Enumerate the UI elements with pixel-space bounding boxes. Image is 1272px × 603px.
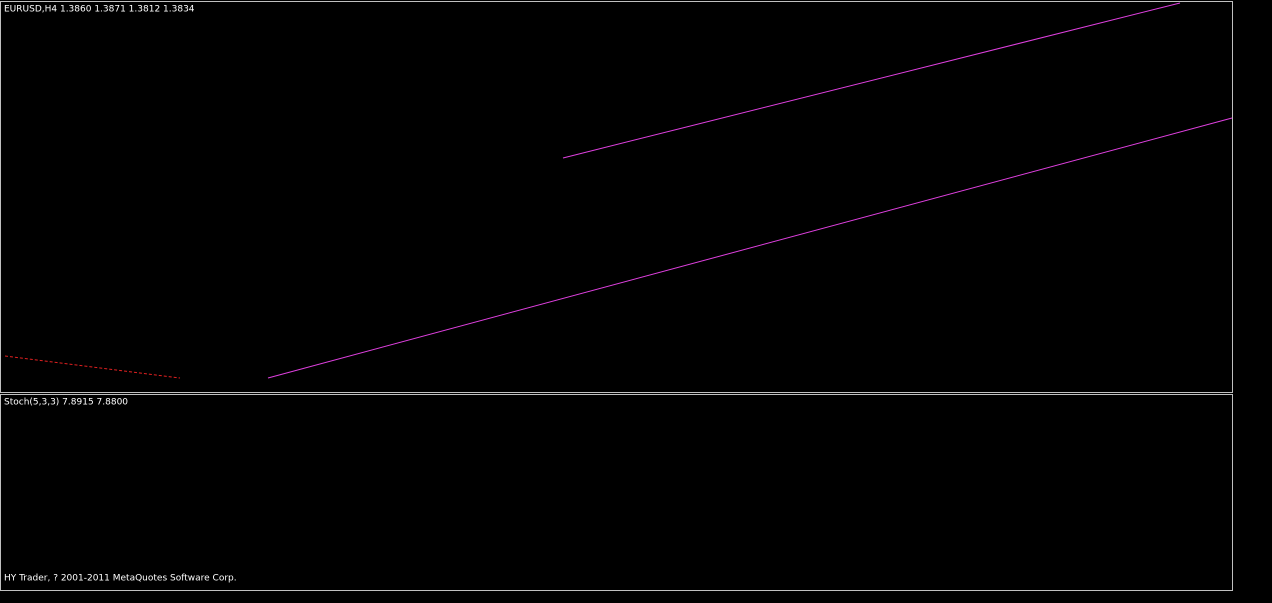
copyright: HY Trader, ? 2001-2011 MetaQuotes Softwa… xyxy=(4,574,237,584)
channel-upper xyxy=(562,2,1181,159)
symbol-header: EURUSD,H4 1.3860 1.3871 1.3812 1.3834 xyxy=(4,5,195,15)
stoch-header: Stoch(5,3,3) 7.8915 7.8800 xyxy=(4,398,128,408)
trend-line xyxy=(4,355,181,379)
stoch-panel-frame xyxy=(0,394,1233,591)
channel-lower xyxy=(267,117,1233,379)
main-panel-frame xyxy=(0,1,1233,393)
